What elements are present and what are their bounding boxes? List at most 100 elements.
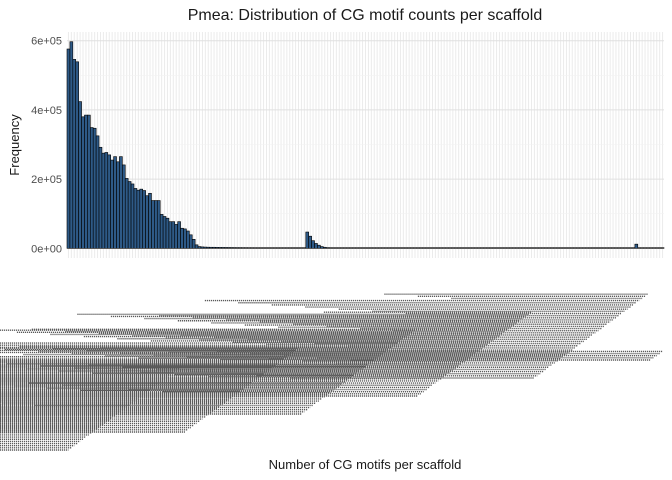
- histogram-bar: [162, 216, 167, 249]
- histogram-bar: [596, 247, 601, 249]
- histogram-bar: [212, 246, 216, 249]
- histogram-bar: [643, 247, 647, 249]
- histogram-bar: [221, 247, 225, 249]
- histogram-bar: [194, 244, 199, 249]
- histogram-bar: [191, 239, 196, 249]
- histogram-bar: [494, 247, 499, 249]
- histogram-bar: [640, 247, 644, 249]
- histogram-bar: [451, 247, 455, 249]
- histogram-bar: [101, 152, 106, 249]
- histogram-bar: [436, 247, 441, 249]
- histogram-bar: [555, 247, 560, 249]
- histogram-bar: [558, 247, 563, 249]
- histogram-bar: [133, 188, 138, 249]
- histogram-bar: [355, 247, 359, 249]
- histogram-bar: [247, 247, 251, 249]
- histogram-bar: [288, 247, 292, 249]
- histogram-bar: [454, 247, 458, 249]
- bars: [66, 41, 665, 249]
- histogram-bar: [241, 247, 245, 249]
- histogram-bar: [127, 181, 132, 249]
- histogram-bar: [308, 235, 312, 249]
- histogram-bar: [652, 247, 656, 249]
- histogram-bar: [218, 247, 222, 249]
- histogram-bar: [512, 247, 516, 249]
- histogram-bar: [357, 247, 362, 249]
- histogram-bar: [561, 247, 566, 249]
- histogram-bar: [136, 189, 141, 249]
- y-tick-labels: 0e+00 2e+05 4e+05 6e+05: [31, 36, 62, 256]
- histogram-bar: [477, 247, 481, 249]
- histogram-bar: [398, 247, 403, 249]
- histogram-bar: [654, 247, 659, 249]
- histogram-bar: [439, 247, 443, 249]
- histogram-bar: [142, 190, 146, 249]
- histogram-bar: [84, 114, 88, 249]
- histogram-bar: [617, 247, 621, 249]
- histogram-bar: [104, 152, 109, 249]
- histogram-bar: [547, 247, 551, 249]
- histogram-bar: [392, 247, 397, 249]
- histogram-bar: [384, 247, 388, 249]
- histogram-bar: [253, 247, 257, 249]
- histogram-bar: [614, 247, 618, 249]
- histogram-bar: [564, 247, 569, 249]
- histogram-bar: [317, 244, 321, 249]
- histogram-bar: [200, 246, 205, 249]
- histogram-bar: [154, 200, 158, 249]
- histogram-bar: [497, 247, 502, 249]
- x-tick-labels: [0, 293, 663, 451]
- histogram-bar: [75, 61, 79, 249]
- x-axis-label: Number of CG motifs per scaffold: [269, 457, 462, 472]
- histogram-bar: [395, 247, 400, 249]
- histogram-bar: [483, 247, 487, 249]
- histogram-bar: [174, 224, 178, 249]
- histogram-bar: [503, 247, 508, 249]
- histogram-bar: [500, 247, 505, 249]
- histogram-bar: [311, 240, 315, 249]
- histogram-bar: [413, 247, 417, 249]
- histogram-bar: [270, 247, 275, 249]
- histogram-bar: [442, 247, 446, 249]
- histogram-bar: [229, 247, 234, 249]
- histogram-bar: [622, 247, 627, 249]
- histogram-bar: [480, 247, 484, 249]
- histogram-bar: [238, 247, 243, 249]
- histogram-bar: [87, 114, 91, 249]
- histogram-bar: [322, 246, 327, 249]
- histogram-bar: [404, 247, 409, 249]
- histogram-bar: [410, 247, 414, 249]
- histogram-bar: [340, 247, 344, 249]
- histogram-bar: [331, 247, 336, 249]
- histogram-bar: [349, 247, 353, 249]
- histogram-bar: [570, 247, 575, 249]
- histogram-bar: [573, 247, 577, 249]
- histogram-bar: [605, 247, 609, 249]
- histogram-bar: [474, 247, 478, 249]
- histogram-bar: [244, 247, 248, 249]
- histogram-bar: [532, 247, 537, 249]
- histogram-bar: [363, 247, 368, 249]
- histogram-bar: [250, 247, 254, 249]
- histogram-bar: [585, 247, 589, 249]
- histogram-bar: [657, 247, 662, 249]
- y-axis-label: Frequency: [7, 114, 22, 176]
- histogram-bar: [320, 246, 324, 249]
- histogram-bar: [369, 247, 374, 249]
- histogram-bar: [255, 247, 260, 249]
- histogram-bar: [209, 246, 213, 249]
- y-tick-label: 0e+00: [31, 243, 62, 255]
- histogram-bar: [282, 247, 286, 249]
- histogram-bar: [89, 127, 94, 249]
- histogram-bar: [649, 247, 653, 249]
- histogram-bar: [375, 247, 379, 249]
- histogram-bar: [113, 156, 117, 249]
- histogram-bar: [433, 247, 438, 249]
- histogram-bar: [232, 247, 237, 249]
- histogram-bar: [579, 247, 583, 249]
- histogram-bar: [631, 247, 636, 249]
- histogram-bar: [486, 247, 490, 249]
- histogram-bar: [506, 247, 510, 249]
- histogram-bar: [81, 116, 85, 249]
